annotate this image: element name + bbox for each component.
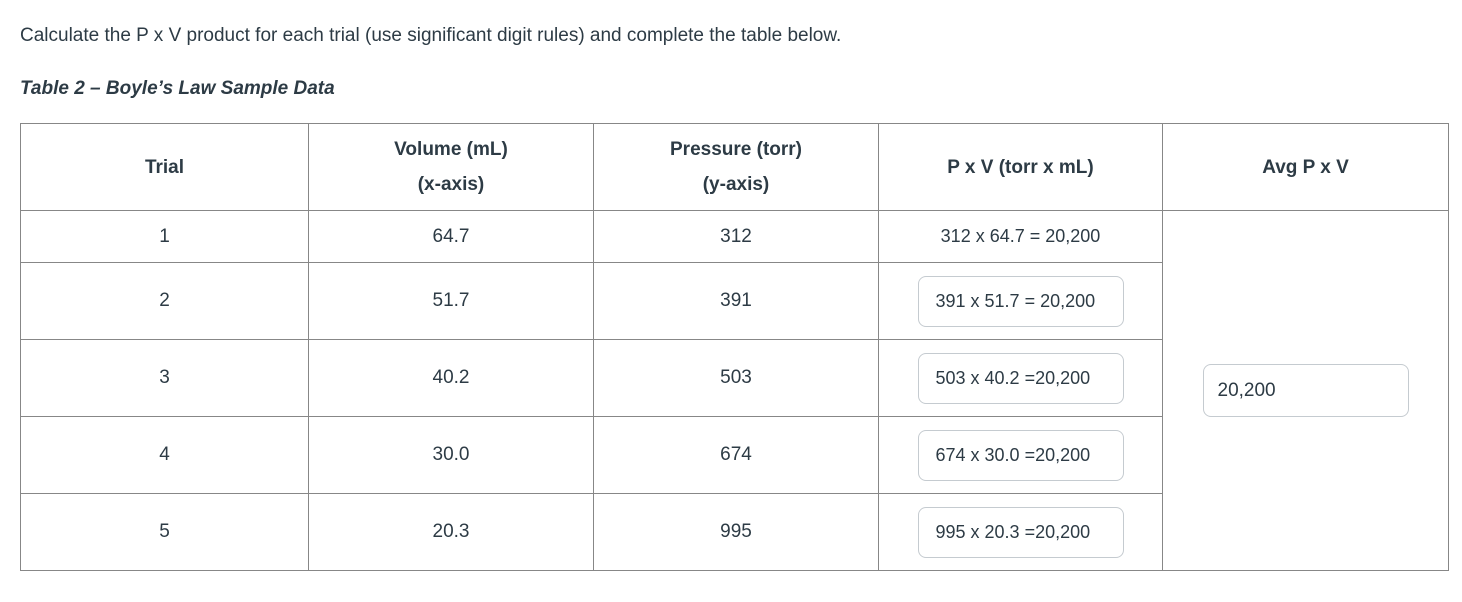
pxv-cell: 312 x 64.7 = 20,200 <box>878 210 1163 263</box>
pressure-cell: 995 <box>593 493 879 571</box>
table-row: 4 30.0 674 <box>20 416 1449 494</box>
pxv-cell <box>878 262 1163 340</box>
table-row: 1 64.7 312 312 x 64.7 = 20,200 <box>20 210 1449 571</box>
table-row: 3 40.2 503 <box>20 339 1449 417</box>
pxv-input-trial-2[interactable] <box>917 275 1124 327</box>
trial-cell: 3 <box>20 339 309 417</box>
header-pressure: Pressure (torr) (y-axis) <box>593 123 879 211</box>
pxv-cell <box>878 416 1163 494</box>
avg-pxv-input[interactable] <box>1202 364 1409 417</box>
pxv-input-trial-3[interactable] <box>917 352 1124 404</box>
header-volume-line1: Volume (mL) <box>394 139 508 160</box>
pressure-cell: 312 <box>593 210 879 263</box>
header-pxv-label: P x V (torr x mL) <box>947 156 1094 178</box>
trial-cell: 2 <box>20 262 309 340</box>
pxv-cell <box>878 493 1163 571</box>
pxv-cell <box>878 339 1163 417</box>
header-pxv: P x V (torr x mL) <box>878 123 1163 211</box>
pxv-input-trial-4[interactable] <box>917 429 1124 481</box>
boyles-law-table: Trial Volume (mL) (x-axis) Pressure (tor… <box>20 123 1449 571</box>
volume-cell: 30.0 <box>308 416 594 494</box>
trial-cell: 1 <box>20 210 309 263</box>
header-volume-line2: (x-axis) <box>417 174 485 195</box>
pressure-cell: 391 <box>593 262 879 340</box>
volume-cell: 64.7 <box>308 210 594 263</box>
header-trial-label: Trial <box>144 156 185 178</box>
avg-pxv-cell <box>1162 210 1449 571</box>
table-row: 2 51.7 391 <box>20 262 1449 340</box>
trial-cell: 5 <box>20 493 309 571</box>
header-pressure-line2: (y-axis) <box>702 174 770 195</box>
pressure-cell: 503 <box>593 339 879 417</box>
header-pressure-line1: Pressure (torr) <box>670 139 802 160</box>
header-volume: Volume (mL) (x-axis) <box>308 123 594 211</box>
instruction-text: Calculate the P x V product for each tri… <box>20 25 842 46</box>
header-trial: Trial <box>20 123 309 211</box>
table-header-row: Trial Volume (mL) (x-axis) Pressure (tor… <box>20 123 1449 211</box>
question-page: Calculate the P x V product for each tri… <box>20 25 1449 571</box>
volume-cell: 20.3 <box>308 493 594 571</box>
pxv-input-trial-5[interactable] <box>917 506 1124 558</box>
table-row: 5 20.3 995 <box>20 493 1449 571</box>
pxv-answer-trial-1: 312 x 64.7 = 20,200 <box>940 225 1101 246</box>
header-avg-pxv-label: Avg P x V <box>1262 156 1349 178</box>
trial-cell: 4 <box>20 416 309 494</box>
header-avg-pxv: Avg P x V <box>1162 123 1449 211</box>
volume-cell: 40.2 <box>308 339 594 417</box>
pressure-cell: 674 <box>593 416 879 494</box>
volume-cell: 51.7 <box>308 262 594 340</box>
table-caption: Table 2 – Boyle’s Law Sample Data <box>20 78 335 99</box>
